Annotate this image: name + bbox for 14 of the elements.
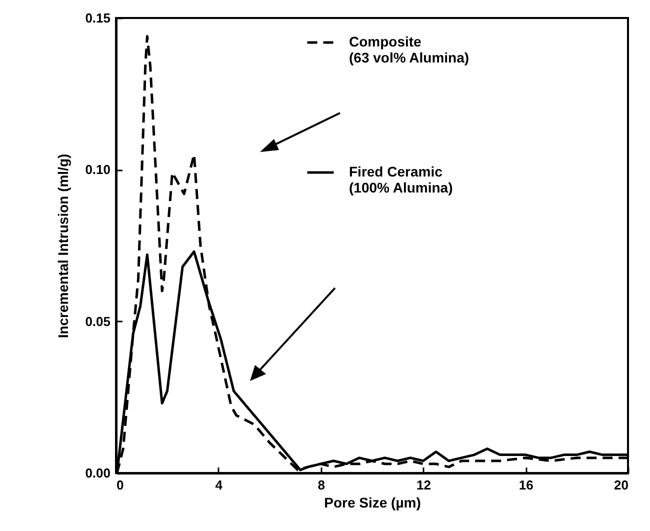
- x-tick-label: 8: [318, 478, 325, 492]
- y-tick-label: 0.00: [85, 466, 110, 480]
- x-tick-label: 12: [416, 478, 431, 492]
- legend-label: Fired Ceramic (100% Alumina): [349, 164, 453, 196]
- x-tick-label: 0: [116, 478, 124, 492]
- y-tick-label: 0.15: [85, 10, 110, 26]
- x-tick-label: 4: [215, 478, 224, 492]
- y-tick-label: 0.10: [85, 162, 110, 178]
- x-tick-label: 20: [614, 478, 628, 492]
- y-tick-label: 0.05: [85, 314, 110, 329]
- y-axis-title: Incremental Intrusion (ml/g): [55, 154, 72, 338]
- x-tick-label: 16: [518, 478, 534, 492]
- x-axis-title: Pore Size (µm): [324, 494, 421, 510]
- legend-label: Composite (63 vol% Alumina): [349, 34, 470, 66]
